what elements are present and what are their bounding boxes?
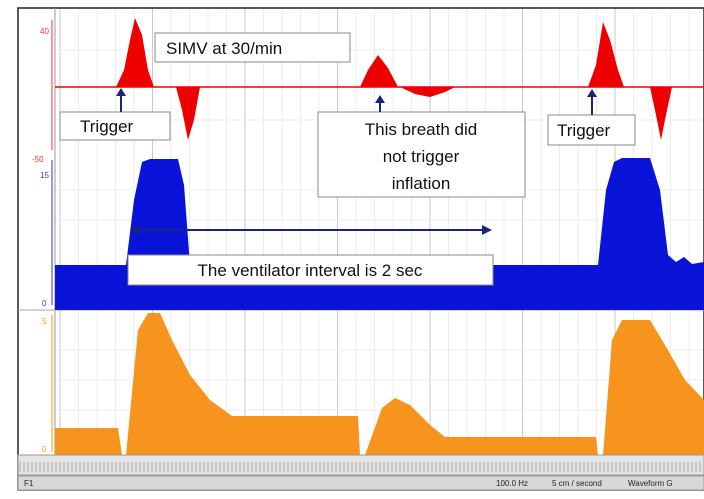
grid (55, 8, 704, 455)
time-ruler (17, 454, 704, 476)
axis-label: 5 (42, 317, 47, 326)
axis-label: 0 (42, 299, 47, 308)
annotation: Trigger (557, 121, 611, 140)
annotation: This breath did (365, 120, 477, 139)
annotation-box (154, 32, 351, 63)
annotation: SIMV at 30/min (166, 39, 282, 58)
axis-label: -50 (32, 155, 44, 164)
annotation-box (547, 114, 636, 146)
annotation: not trigger (383, 147, 460, 166)
status-text: F1 (24, 479, 34, 488)
arrowhead (587, 89, 597, 97)
axis-label: 15 (40, 171, 49, 180)
status-bar (17, 475, 704, 491)
axis-label: 0 (42, 445, 47, 454)
arrowhead (375, 95, 385, 103)
annotation: Trigger (80, 117, 134, 136)
annotation: inflation (392, 174, 451, 193)
status-text: 100.0 Hz (496, 479, 528, 488)
volume-waveform (55, 313, 704, 455)
ruler-ticks (19, 462, 701, 472)
status-text: Waveform G (628, 479, 673, 488)
annotation: The ventilator interval is 2 sec (198, 261, 423, 280)
annotation-box (127, 254, 494, 286)
status-text: 5 cm / second (552, 479, 602, 488)
axis-label: 40 (40, 27, 49, 36)
annotation-box (59, 111, 171, 141)
annotation-box (317, 111, 526, 198)
arrowhead (116, 88, 126, 96)
